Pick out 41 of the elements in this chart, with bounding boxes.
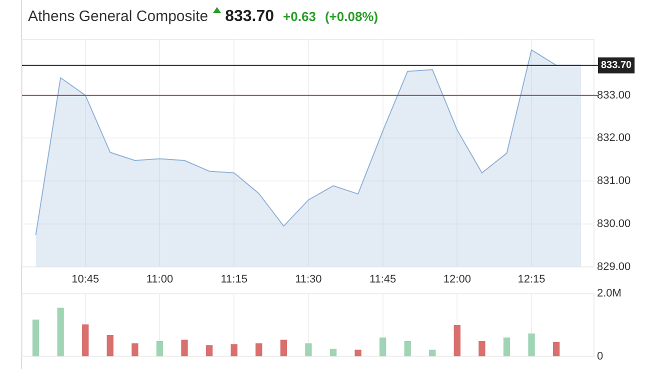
text: (+0.08%) (324, 9, 378, 24)
y-tick-label: 832.00 (597, 132, 631, 144)
x-tick-label: 11:30 (295, 273, 322, 286)
bar (206, 345, 213, 356)
y-tick-label: 830.00 (597, 218, 631, 230)
y-tick-label: 831.00 (597, 175, 631, 188)
bar (552, 342, 560, 356)
x-tick-label: 11:45 (369, 273, 396, 286)
bar (528, 333, 535, 356)
bar (181, 340, 188, 356)
bar (82, 324, 89, 356)
bar (256, 343, 262, 356)
bar (429, 350, 436, 356)
bar (404, 341, 411, 356)
text: +0.63 (283, 9, 316, 24)
bar (354, 350, 362, 356)
x-tick-label: 10:45 (72, 273, 100, 286)
bar (106, 335, 114, 356)
bar (330, 348, 337, 356)
x-tick-label: 12:00 (443, 273, 471, 286)
chart-title: Athens General Composite (28, 8, 208, 25)
bar (230, 344, 238, 356)
bar (132, 343, 138, 356)
bar (454, 324, 460, 356)
bar (156, 341, 164, 356)
text: 833.70 (225, 8, 274, 26)
y-tick-label: 0 (597, 350, 604, 362)
y-tick-label: 829.00 (597, 260, 631, 273)
bar (32, 320, 40, 356)
bar (478, 341, 486, 356)
x-tick-label: 11:00 (146, 273, 174, 286)
bar (57, 308, 64, 356)
y-tick-label: 2.0M (597, 288, 622, 300)
x-tick-label: 11:15 (220, 273, 248, 286)
ref-line-label: 833.70 (601, 60, 632, 72)
y-tick-label: 833.00 (597, 89, 631, 102)
bar (305, 343, 312, 356)
bar (280, 340, 287, 356)
bar (379, 338, 386, 356)
x-tick-label: 12:15 (518, 273, 546, 286)
bar (503, 338, 510, 356)
